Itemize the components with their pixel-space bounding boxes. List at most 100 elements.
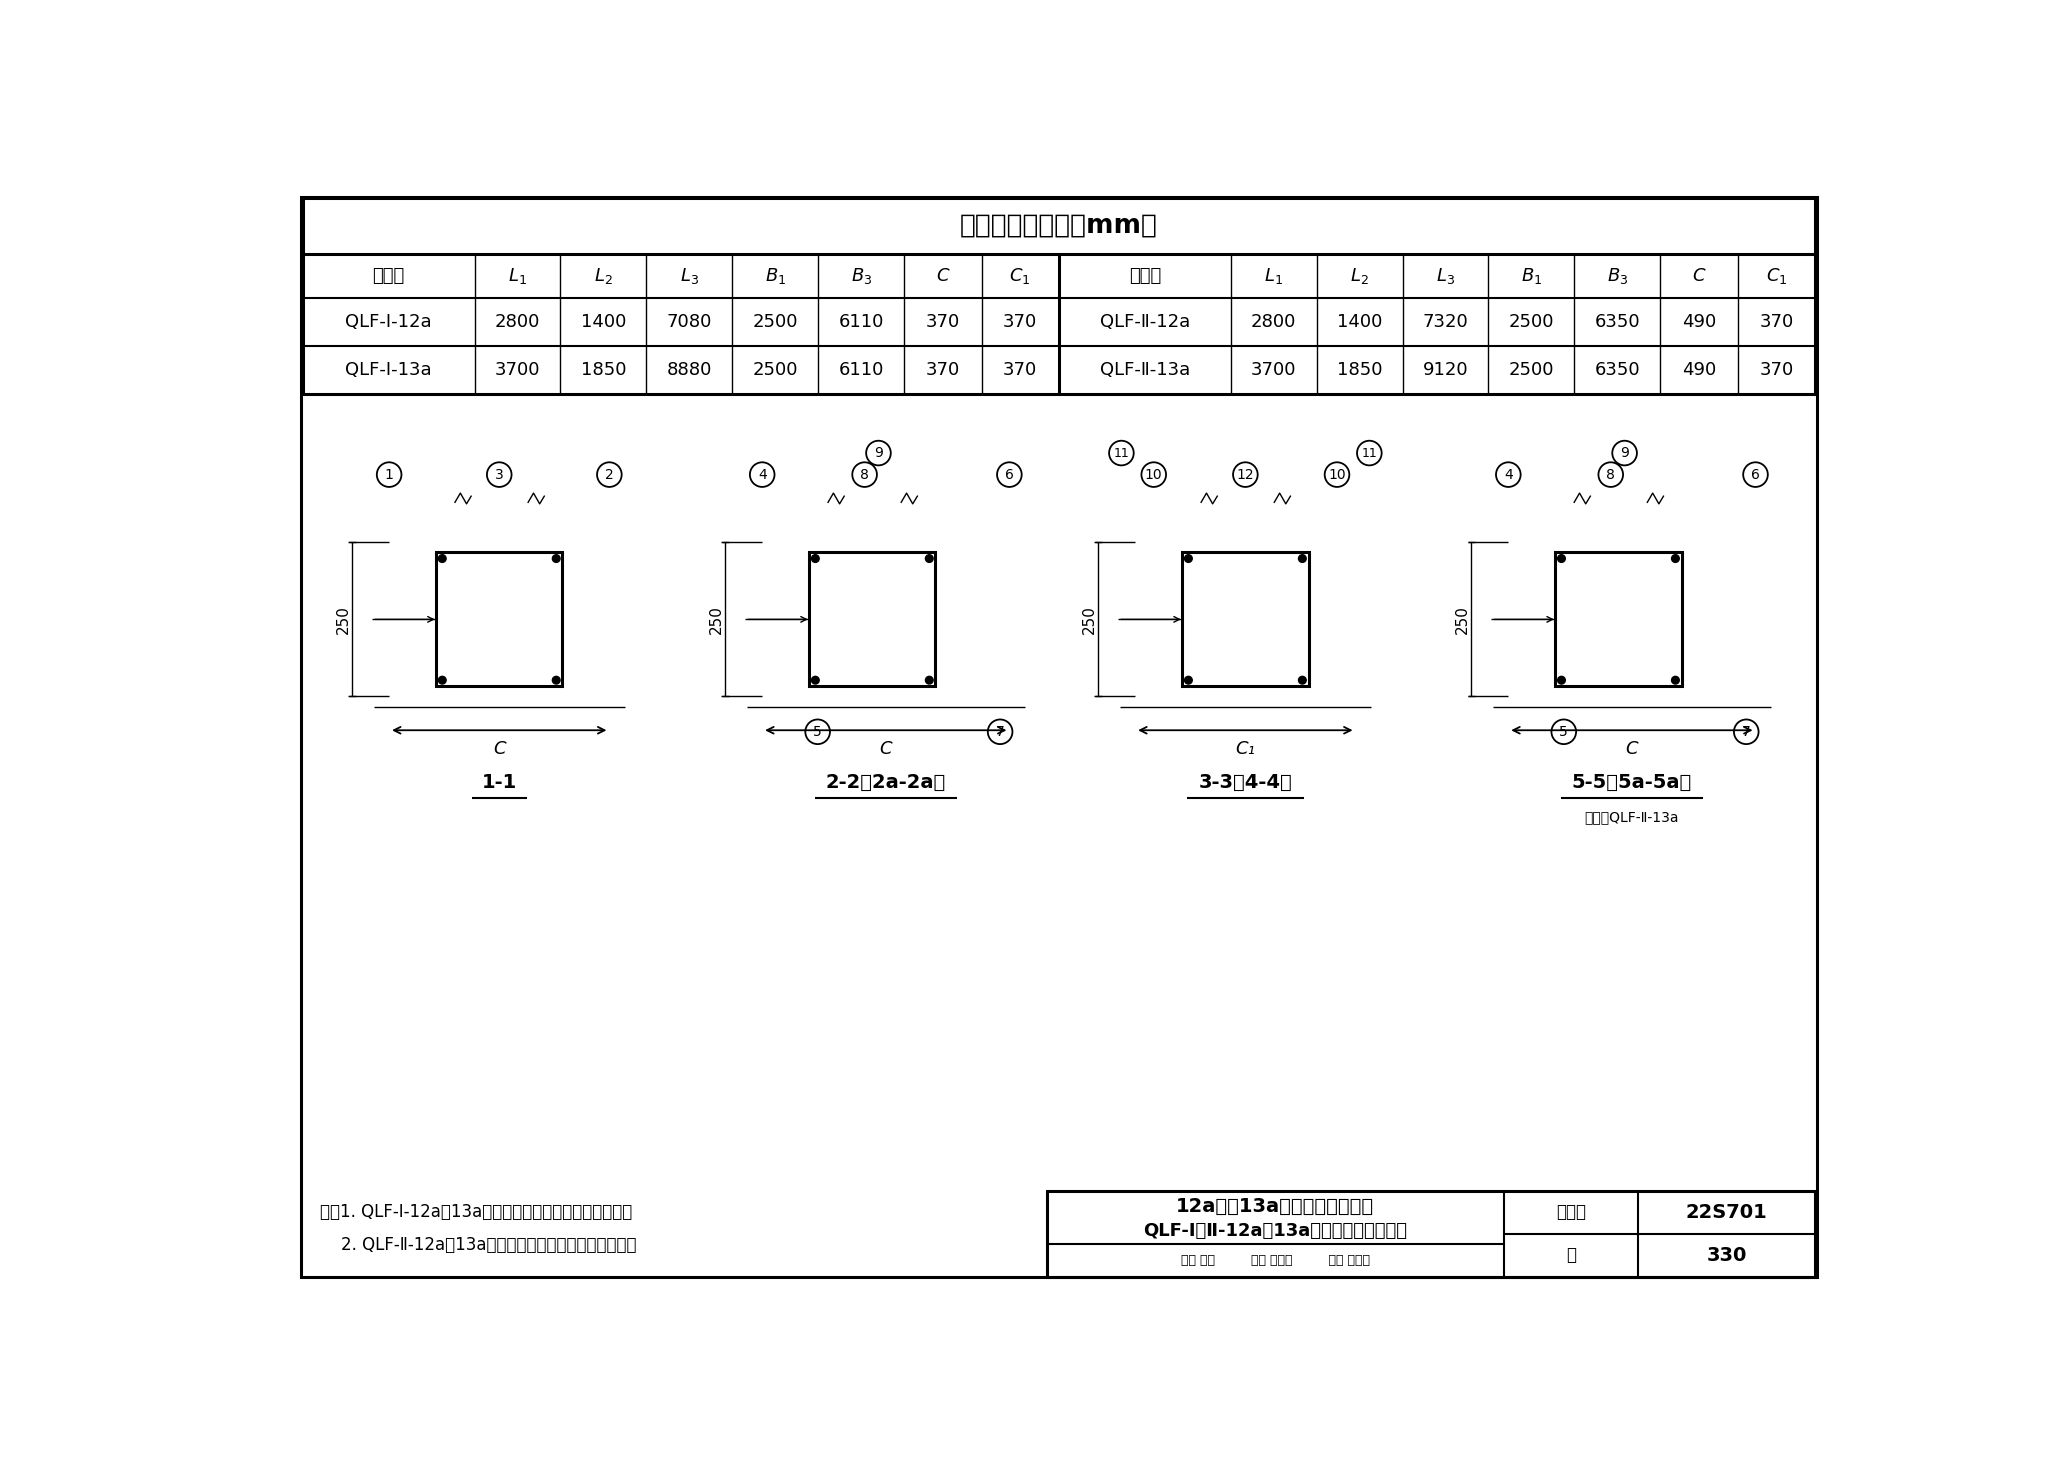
Text: $L_1$: $L_1$	[1264, 266, 1284, 286]
Text: 构件号: 构件号	[1128, 267, 1161, 285]
Text: 7: 7	[995, 725, 1004, 738]
Text: 4: 4	[758, 468, 766, 481]
Bar	[762, 498, 1010, 543]
Text: 8: 8	[860, 468, 868, 481]
Bar	[1182, 553, 1309, 686]
Text: 图集号: 图集号	[1556, 1204, 1585, 1221]
Text: QLF-Ⅰ-12a: QLF-Ⅰ-12a	[346, 314, 432, 331]
Text: 2-2（2a-2a）: 2-2（2a-2a）	[825, 773, 946, 792]
Text: 12: 12	[1237, 468, 1253, 481]
Text: 10: 10	[1145, 468, 1163, 481]
Bar	[1507, 543, 1546, 696]
Text: $B_1$: $B_1$	[764, 266, 786, 286]
Circle shape	[1559, 677, 1565, 684]
Text: 5: 5	[813, 725, 821, 738]
Text: 330: 330	[1706, 1246, 1747, 1265]
Text: 11: 11	[1114, 446, 1128, 460]
Text: 3: 3	[496, 468, 504, 481]
Circle shape	[811, 554, 819, 562]
Text: 370: 370	[1004, 314, 1036, 331]
Text: 12a号、13a号化粪池中部圈梁: 12a号、13a号化粪池中部圈梁	[1176, 1198, 1374, 1217]
Text: 注：1. QLF-Ⅰ-12a、13a用于无地下水，不过和可过汽车。: 注：1. QLF-Ⅰ-12a、13a用于无地下水，不过和可过汽车。	[319, 1204, 633, 1221]
Bar	[1319, 543, 1356, 696]
Text: 2500: 2500	[1509, 314, 1554, 331]
Text: 2800: 2800	[1251, 314, 1296, 331]
Text: C₁: C₁	[1235, 740, 1255, 759]
Text: $L_2$: $L_2$	[594, 266, 612, 286]
Circle shape	[1184, 554, 1192, 562]
Text: 页: 页	[1567, 1246, 1577, 1265]
Bar	[762, 543, 799, 696]
Text: 1: 1	[385, 468, 393, 481]
Text: QLF-Ⅱ-13a: QLF-Ⅱ-13a	[1100, 360, 1190, 379]
Bar	[1135, 498, 1356, 543]
Circle shape	[1671, 677, 1679, 684]
Text: 9: 9	[1620, 446, 1628, 460]
Text: 1850: 1850	[1337, 360, 1382, 379]
Bar	[389, 543, 426, 696]
Text: 8: 8	[1606, 468, 1616, 481]
Circle shape	[1559, 554, 1565, 562]
Text: 490: 490	[1681, 360, 1716, 379]
Text: 490: 490	[1681, 314, 1716, 331]
Text: 仅用于QLF-Ⅱ-13a: 仅用于QLF-Ⅱ-13a	[1585, 810, 1679, 824]
Text: 2: 2	[604, 468, 614, 481]
Text: $B_3$: $B_3$	[1608, 266, 1628, 286]
Bar	[1507, 498, 1755, 543]
Text: 构件号: 构件号	[373, 267, 406, 285]
Text: $C_1$: $C_1$	[1010, 266, 1030, 286]
Text: $L_3$: $L_3$	[680, 266, 698, 286]
Text: 370: 370	[926, 314, 961, 331]
Text: 370: 370	[1004, 360, 1036, 379]
Text: 250: 250	[709, 605, 723, 633]
Text: 6110: 6110	[838, 314, 885, 331]
Text: 5: 5	[1559, 725, 1569, 738]
Bar	[1692, 543, 1755, 696]
Circle shape	[1671, 554, 1679, 562]
Text: 2. QLF-Ⅱ-12a、13a用于有地下水，不过和可过汽车。: 2. QLF-Ⅱ-12a、13a用于有地下水，不过和可过汽车。	[319, 1236, 637, 1253]
Bar	[946, 543, 1010, 696]
Text: 370: 370	[1759, 314, 1794, 331]
Circle shape	[553, 677, 559, 684]
Text: 1850: 1850	[582, 360, 627, 379]
Text: 370: 370	[926, 360, 961, 379]
Text: $B_3$: $B_3$	[850, 266, 872, 286]
Text: 250: 250	[1454, 605, 1470, 633]
Text: QLF-Ⅱ-12a: QLF-Ⅱ-12a	[1100, 314, 1190, 331]
Text: 6: 6	[1006, 468, 1014, 481]
Bar	[436, 553, 563, 686]
Text: 2500: 2500	[1509, 360, 1554, 379]
Text: 2500: 2500	[752, 360, 799, 379]
Text: 9120: 9120	[1423, 360, 1468, 379]
Text: 11: 11	[1362, 446, 1376, 460]
Text: $L_1$: $L_1$	[508, 266, 526, 286]
Text: 7320: 7320	[1423, 314, 1468, 331]
Circle shape	[438, 677, 446, 684]
Text: 10: 10	[1329, 468, 1346, 481]
Text: 1400: 1400	[582, 314, 627, 331]
Text: 1-1: 1-1	[481, 773, 516, 792]
Bar	[1554, 553, 1681, 686]
Circle shape	[926, 677, 934, 684]
Text: QLF-Ⅰ-13a: QLF-Ⅰ-13a	[346, 360, 432, 379]
Text: 250: 250	[1081, 605, 1096, 633]
Circle shape	[1184, 677, 1192, 684]
Bar	[809, 553, 936, 686]
Text: C: C	[879, 740, 893, 759]
Circle shape	[1298, 554, 1307, 562]
Text: 2800: 2800	[496, 314, 541, 331]
Text: 7: 7	[1743, 725, 1751, 738]
Text: 4: 4	[1503, 468, 1513, 481]
Text: 5-5（5a-5a）: 5-5（5a-5a）	[1571, 773, 1692, 792]
Text: 3-3（4-4）: 3-3（4-4）	[1198, 773, 1292, 792]
Text: 22S701: 22S701	[1686, 1202, 1767, 1221]
Text: C: C	[1626, 740, 1638, 759]
Text: 3700: 3700	[496, 360, 541, 379]
Text: $B_1$: $B_1$	[1522, 266, 1542, 286]
Text: 7080: 7080	[668, 314, 713, 331]
Text: 250: 250	[336, 605, 350, 633]
Circle shape	[553, 554, 559, 562]
Text: $L_2$: $L_2$	[1350, 266, 1368, 286]
Text: $L_3$: $L_3$	[1436, 266, 1454, 286]
Text: $C$: $C$	[936, 267, 950, 285]
